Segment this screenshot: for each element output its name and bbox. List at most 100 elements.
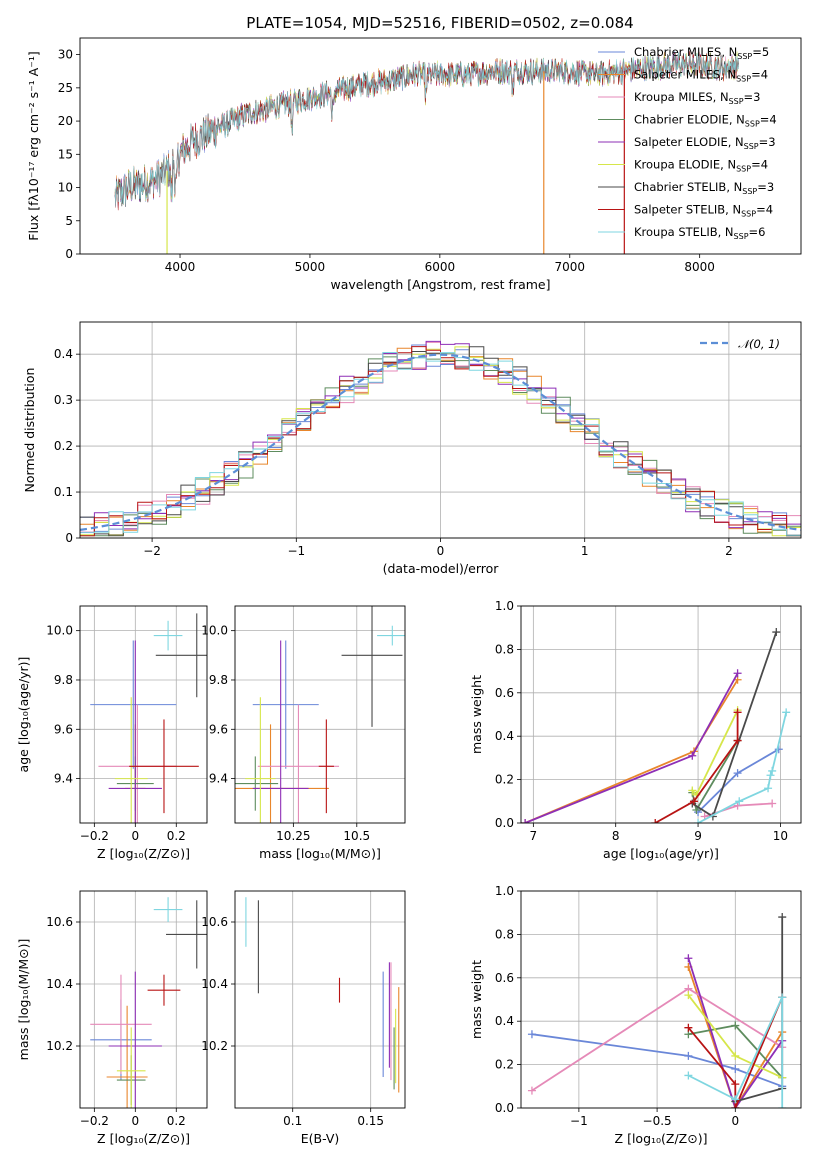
legend-name: Chabrier STELIB, N bbox=[634, 180, 742, 194]
weight-vs-age-xlabel: age [log₁₀(age/yr)] bbox=[603, 846, 719, 861]
weight-vs-Z-plot-area bbox=[527, 913, 787, 1108]
residuals-ytick-label: 0.2 bbox=[54, 439, 73, 453]
residuals-ytick-label: 0.1 bbox=[54, 485, 73, 499]
mass-vs-Z-ytick-label: 10.4 bbox=[46, 977, 73, 991]
spectrum-ytick-label: 5 bbox=[65, 214, 73, 228]
weight-vs-Z-marker bbox=[731, 1104, 740, 1108]
age-vs-mass-plot-area bbox=[235, 606, 405, 823]
residuals-ytick-label: 0 bbox=[65, 531, 73, 545]
mass-vs-EBV-frame bbox=[234, 890, 406, 1109]
mass-vs-Z-plot-area bbox=[90, 897, 207, 1108]
age-vs-mass-ytick-label: 9.8 bbox=[209, 673, 228, 687]
histogram-series-4 bbox=[80, 340, 801, 533]
mass-vs-Z-xtick-label: 0 bbox=[131, 1114, 139, 1128]
mass-vs-Z-xtick-label: −0.2 bbox=[80, 1114, 109, 1128]
weight-vs-Z-xlabel: Z [log₁₀(Z/Z⊙)] bbox=[615, 1131, 708, 1146]
legend-nval: =4 bbox=[760, 113, 777, 127]
weight-vs-age-plot-area bbox=[521, 628, 791, 823]
legend-entry-0: Chabrier MILES, NSSP=5 bbox=[634, 45, 769, 61]
legend-name: Chabrier MILES, N bbox=[634, 45, 737, 59]
mass-vs-Z-ylabel: mass [log₁₀(M/M⊙)] bbox=[16, 939, 31, 1061]
weight-vs-age-ytick-label: 0.8 bbox=[495, 642, 514, 656]
weight-vs-Z-line-4 bbox=[687, 958, 783, 1108]
mass-vs-EBV-xtick-label: 0.1 bbox=[283, 1114, 302, 1128]
legend-nval: =3 bbox=[759, 135, 776, 149]
age-vs-Z-ylabel: age [log₁₀(age/yr)] bbox=[16, 657, 31, 773]
residuals-xtick-label: 1 bbox=[581, 544, 589, 558]
residuals-ytick-label: 0.4 bbox=[54, 347, 73, 361]
weight-vs-age-xtick-label: 7 bbox=[530, 829, 538, 843]
age-vs-Z-plot-area bbox=[90, 613, 207, 823]
spectrum-ytick-label: 20 bbox=[58, 114, 73, 128]
mass-vs-Z-ytick-label: 10.6 bbox=[46, 915, 73, 929]
weight-vs-Z-panel: −1 −0.5 0 0.0 0.2 0.4 0.6 0.8 1.0 Z [log₁₀(Z/Z⊙)]… bbox=[469, 884, 802, 1146]
legend-nval: =5 bbox=[752, 45, 769, 59]
weight-vs-Z-xtick-label: −0.5 bbox=[643, 1114, 672, 1128]
weight-vs-Z-ylabel: mass weight bbox=[469, 960, 484, 1039]
weight-vs-age-ylabel: mass weight bbox=[469, 675, 484, 754]
weight-vs-Z-ytick-label: 0.0 bbox=[495, 1101, 514, 1115]
weight-vs-Z-marker bbox=[684, 1071, 693, 1080]
mass-vs-EBV-ytick-label: 10.2 bbox=[201, 1039, 228, 1053]
legend-nval: =3 bbox=[744, 90, 761, 104]
legend-name: Salpeter ELODIE, N bbox=[634, 135, 744, 149]
weight-vs-age-marker bbox=[651, 819, 660, 823]
mass-vs-EBV-xlabel: E(B-V) bbox=[301, 1131, 340, 1146]
mass-vs-Z-xtick-label: 0.2 bbox=[167, 1114, 186, 1128]
weight-vs-age-line-4 bbox=[524, 672, 739, 823]
weight-vs-Z-marker bbox=[684, 1051, 693, 1060]
weight-vs-age-marker bbox=[733, 669, 742, 678]
weight-vs-age-marker bbox=[692, 805, 701, 814]
legend-entry-6: Chabrier STELIB, NSSP=3 bbox=[634, 180, 774, 196]
weight-vs-Z-marker bbox=[684, 1023, 693, 1032]
legend-entry-8: Kroupa STELIB, NSSP=6 bbox=[634, 225, 765, 241]
weight-vs-age-ytick-label: 0.6 bbox=[495, 686, 514, 700]
weight-vs-age-marker bbox=[733, 769, 742, 778]
mass-vs-Z-xlabel: Z [log₁₀(Z/Z⊙)] bbox=[97, 1131, 190, 1146]
weight-vs-age-marker bbox=[735, 797, 744, 806]
spectrum-ytick-label: 15 bbox=[58, 147, 73, 161]
weight-vs-age-line-7 bbox=[654, 712, 739, 823]
legend-entry-3: Chabrier ELODIE, NSSP=4 bbox=[634, 113, 777, 129]
age-vs-Z-xlabel: Z [log₁₀(Z/Z⊙)] bbox=[97, 846, 190, 861]
spectrum-plot-area bbox=[114, 50, 739, 254]
weight-vs-age-xtick-label: 10 bbox=[773, 829, 788, 843]
age-vs-Z-panel: −0.2 0 0.2 9.4 9.6 9.8 10.0 Z [log₁₀(Z/Z⊙)] age … bbox=[16, 605, 208, 861]
weight-vs-age-marker bbox=[733, 708, 742, 717]
weight-vs-age-panel: 7 8 9 10 0.0 0.2 0.4 0.6 0.8 1.0 age [log₁₀(age/yr… bbox=[469, 599, 802, 861]
residuals-ytick-label: 0.3 bbox=[54, 393, 73, 407]
mass-vs-EBV-plot-area bbox=[245, 897, 400, 1093]
weight-vs-age-marker bbox=[733, 736, 742, 745]
age-vs-Z-ytick-label: 9.4 bbox=[54, 772, 73, 786]
legend-nval: =4 bbox=[751, 68, 768, 82]
legend-sub: SSP bbox=[736, 75, 751, 84]
legend-name: Salpeter MILES, N bbox=[634, 68, 736, 82]
weight-vs-Z-marker bbox=[527, 1086, 536, 1095]
residuals-plot-area bbox=[80, 340, 801, 537]
age-vs-Z-xtick-label: 0 bbox=[131, 829, 139, 843]
spectrum-ytick-label: 10 bbox=[58, 181, 73, 195]
gaussian-curve bbox=[80, 353, 801, 531]
weight-vs-age-marker bbox=[766, 771, 775, 780]
residuals-xtick-label: −1 bbox=[287, 544, 305, 558]
age-vs-mass-xtick-label: 10.25 bbox=[276, 829, 310, 843]
legend-sub: SSP bbox=[742, 187, 757, 196]
legend-name: Kroupa MILES, N bbox=[634, 90, 729, 104]
weight-vs-Z-ytick-label: 0.2 bbox=[495, 1058, 514, 1072]
weight-vs-Z-marker bbox=[778, 1104, 787, 1108]
weight-vs-age-xtick-label: 8 bbox=[612, 829, 620, 843]
mass-vs-EBV-ytick-label: 10.4 bbox=[201, 977, 228, 991]
spectrum-series-8 bbox=[114, 52, 739, 208]
weight-vs-age-ytick-label: 0.2 bbox=[495, 773, 514, 787]
weight-vs-age-line-8 bbox=[697, 712, 788, 823]
legend-name: Kroupa ELODIE, N bbox=[634, 158, 736, 172]
age-vs-mass-frame bbox=[234, 605, 406, 824]
weight-vs-Z-xtick-label: −1 bbox=[570, 1114, 588, 1128]
weight-vs-Z-marker bbox=[731, 1021, 740, 1030]
weight-vs-age-ytick-label: 0.4 bbox=[495, 729, 514, 743]
weight-vs-Z-marker bbox=[731, 1051, 740, 1060]
age-vs-mass-ytick-label: 9.4 bbox=[209, 772, 228, 786]
weight-vs-Z-ytick-label: 0.6 bbox=[495, 971, 514, 985]
weight-vs-age-line-1 bbox=[524, 679, 739, 823]
